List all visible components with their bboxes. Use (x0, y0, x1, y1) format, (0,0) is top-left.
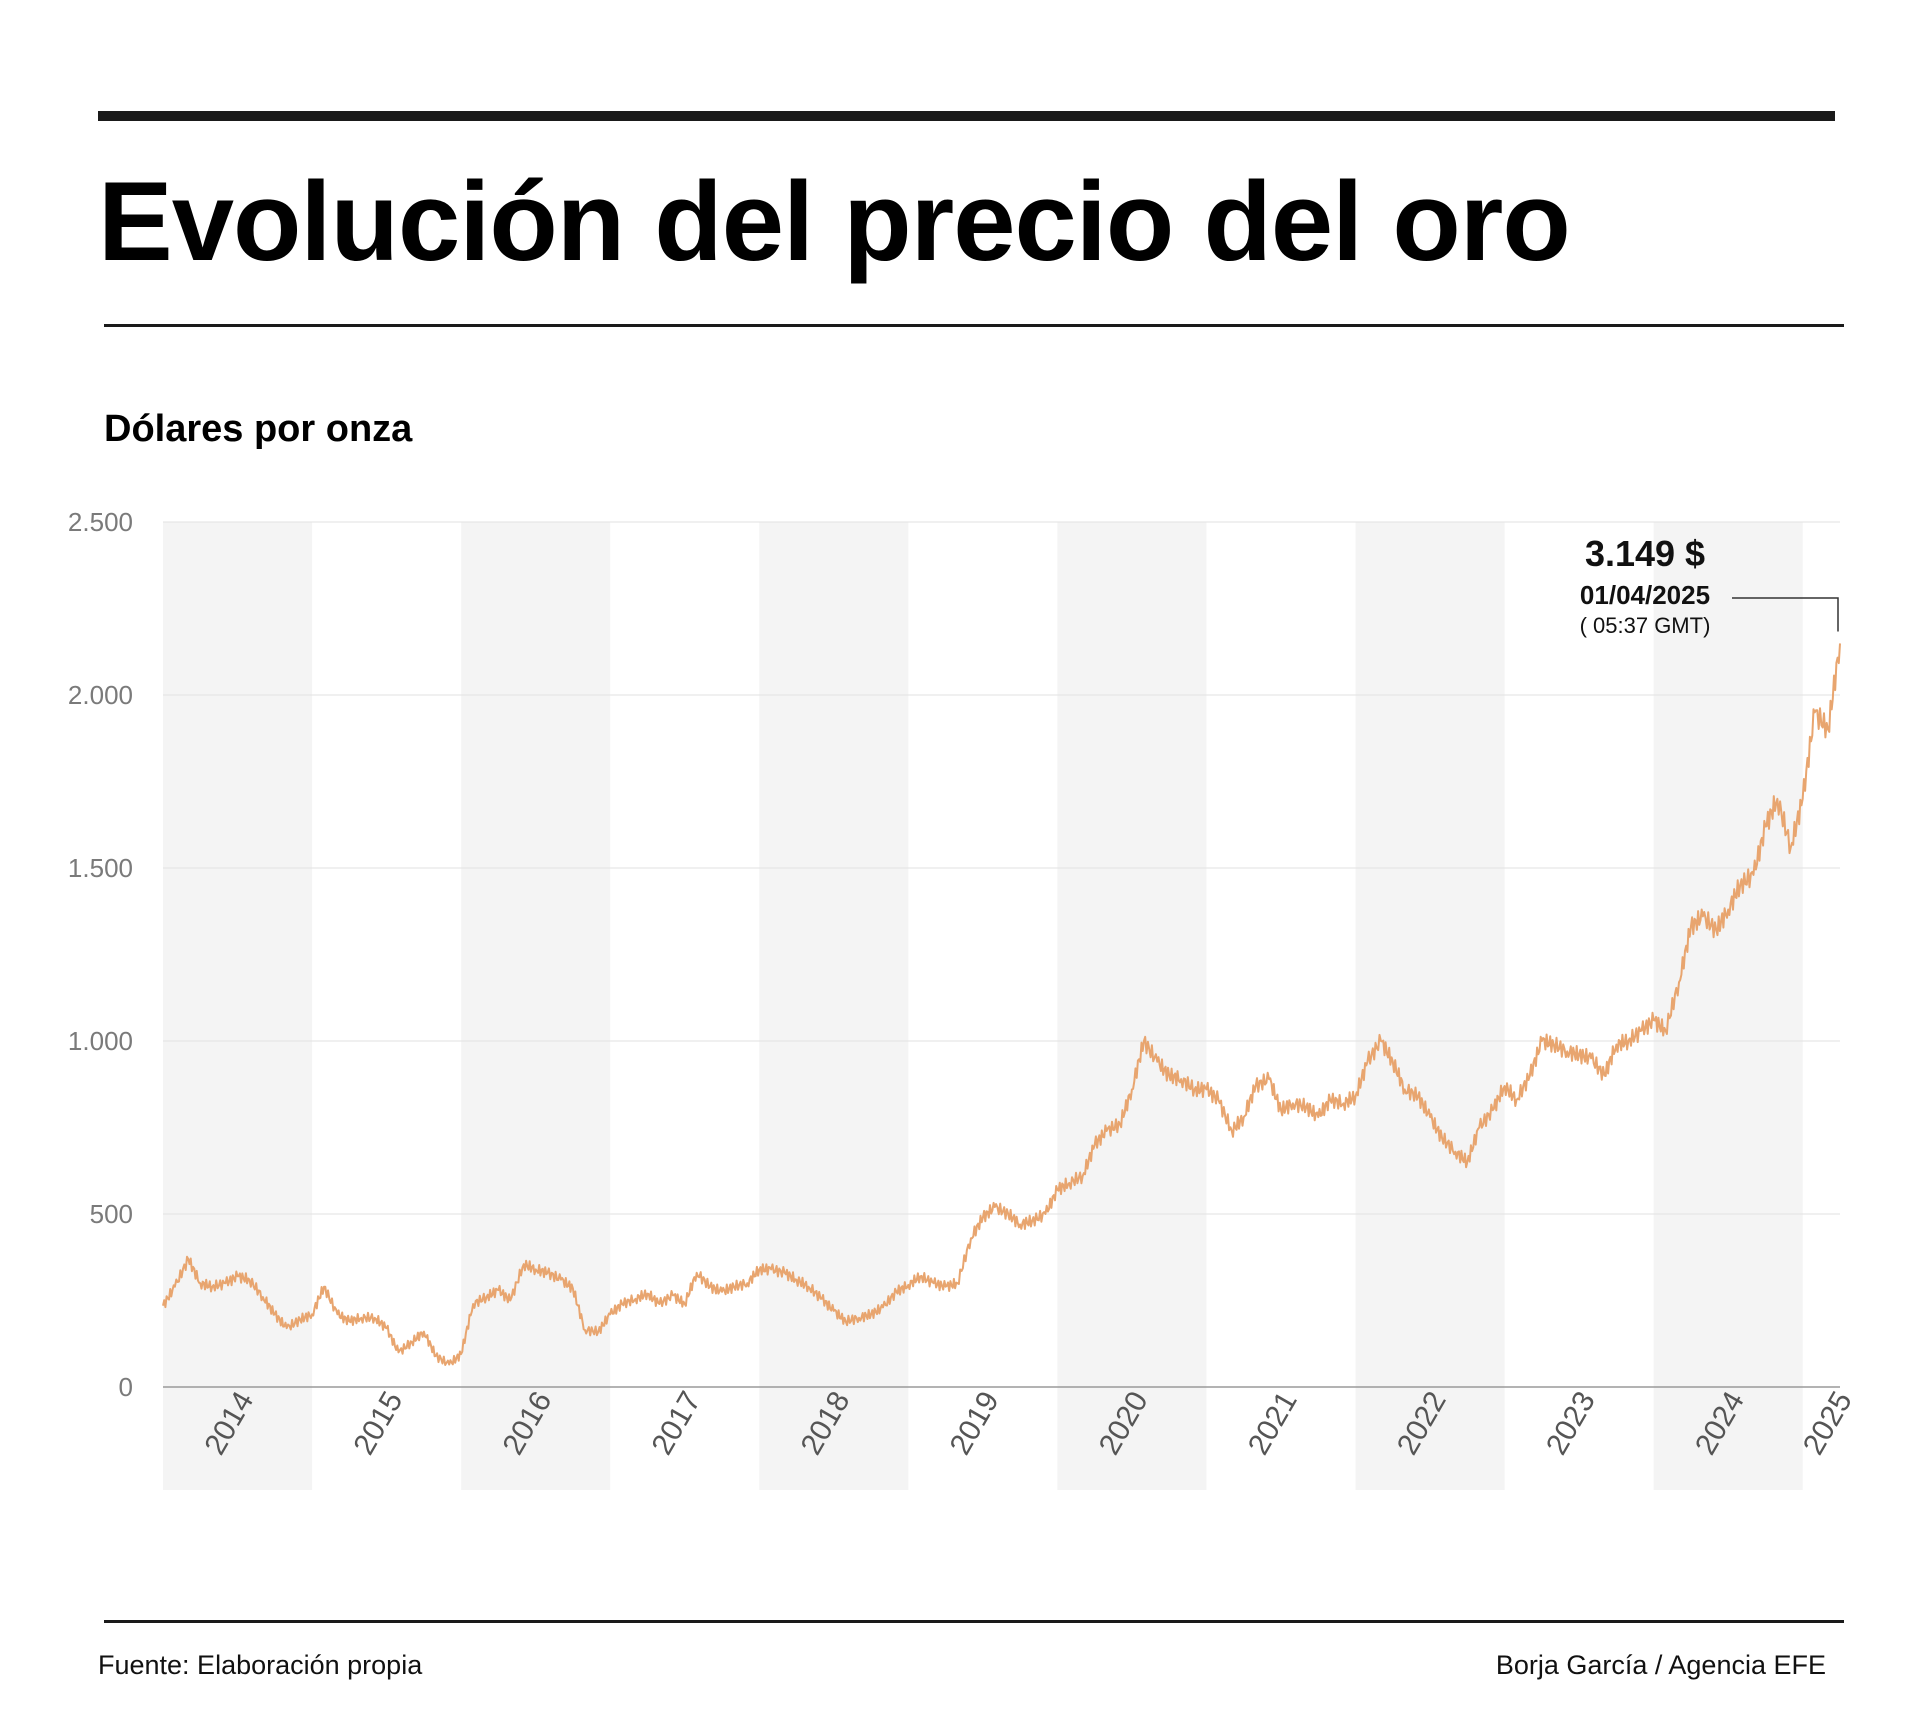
latest-price-date: 01/04/2025 (1580, 580, 1710, 610)
page-title: Evolución del precio del oro (98, 159, 1571, 284)
x-tick-label-2025: 2025 (1797, 1386, 1859, 1460)
x-tick-label-2019: 2019 (944, 1386, 1006, 1460)
y-tick-label: 2.000 (68, 680, 133, 710)
price-line (162, 643, 1841, 1366)
year-band-2022 (1355, 522, 1505, 1490)
year-band-2014 (163, 522, 313, 1490)
y-tick-label: 1.500 (68, 853, 133, 883)
y-tick-label: 500 (90, 1199, 133, 1229)
x-tick-label-2023: 2023 (1540, 1386, 1602, 1460)
x-axis-year-labels: 2014 2015 2016 2017 2018 2019 2020 2021 2022 2023… (198, 1386, 1858, 1460)
latest-price-time: ( 05:37 GMT) (1580, 613, 1711, 638)
y-axis-ticks: 0 500 1.000 1.500 2.000 2.500 (68, 507, 133, 1402)
annotation-leader-line (1732, 597, 1839, 632)
year-band-2016 (461, 522, 611, 1490)
footer-divider (104, 1620, 1844, 1623)
y-tick-label: 0 (119, 1372, 133, 1402)
latest-price-value: 3.149 $ (1585, 533, 1705, 574)
y-tick-label: 2.500 (68, 507, 133, 537)
x-tick-label-2021: 2021 (1242, 1386, 1304, 1460)
year-band-2018 (759, 522, 909, 1490)
top-rule (98, 111, 1835, 121)
y-axis-unit-label: Dólares por onza (104, 408, 413, 450)
y-tick-label: 1.000 (68, 1026, 133, 1056)
latest-price-annotation: 3.149 $ 01/04/2025 ( 05:37 GMT) (1580, 533, 1839, 638)
credit-note: Borja García / Agencia EFE (1495, 1650, 1826, 1680)
x-tick-label-2017: 2017 (646, 1386, 708, 1460)
year-band-2020 (1057, 522, 1207, 1490)
year-bands (163, 522, 1803, 1490)
year-band-2024 (1653, 522, 1803, 1490)
gridlines (163, 521, 1840, 1388)
source-note: Fuente: Elaboración propia (98, 1650, 423, 1680)
title-divider (104, 324, 1844, 327)
x-tick-label-2015: 2015 (347, 1386, 409, 1460)
